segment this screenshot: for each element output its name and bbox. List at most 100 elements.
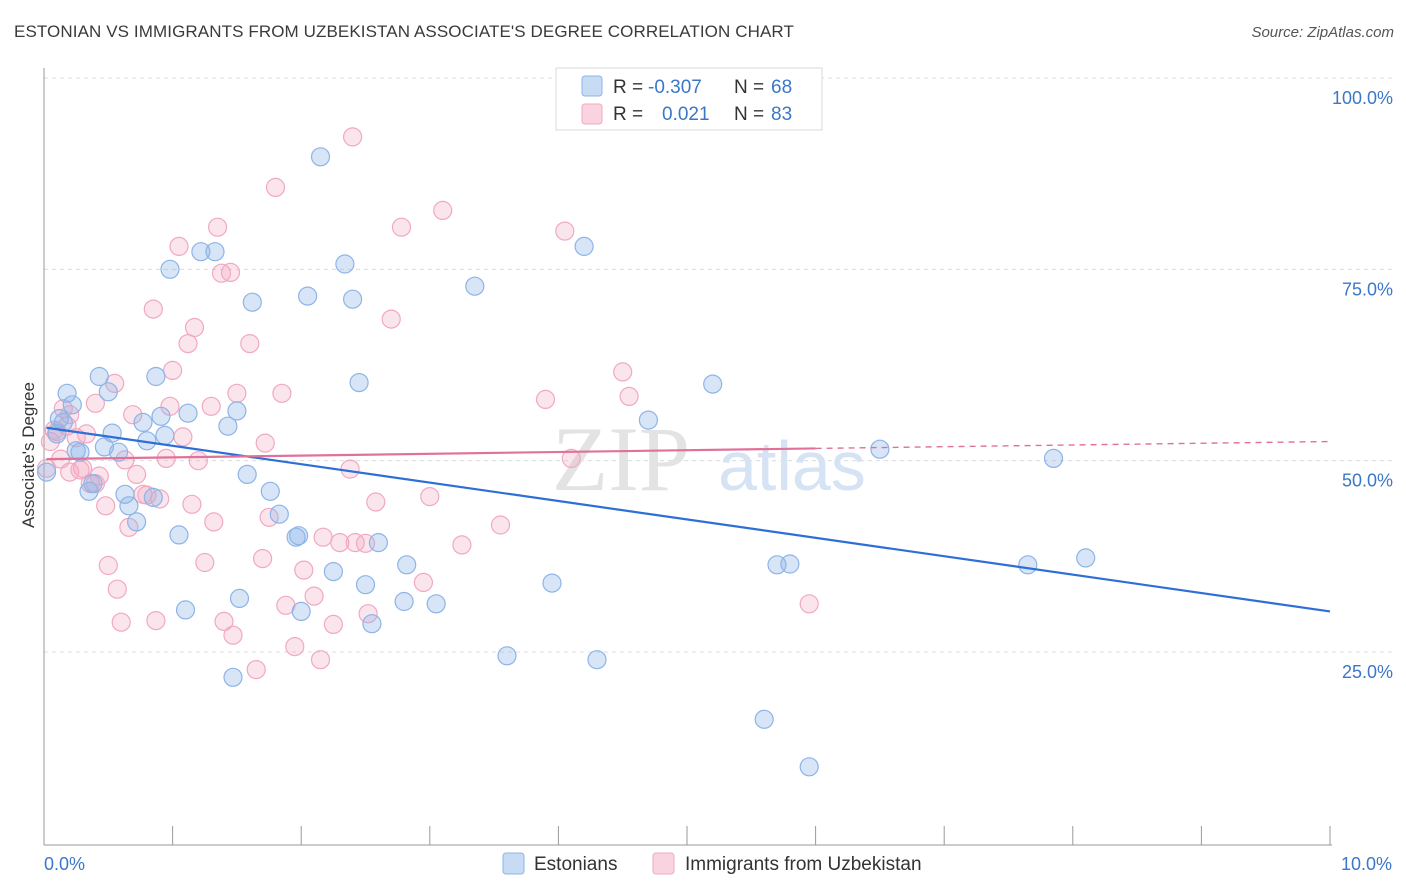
trend-lines — [46, 426, 1331, 613]
y-tick-label: 25.0% — [1342, 662, 1393, 682]
y-tick-label: 75.0% — [1342, 279, 1393, 299]
point-uzbekistan — [227, 383, 247, 403]
point-estonians — [269, 504, 289, 524]
point-uzbekistan — [330, 532, 350, 553]
legend-swatch-estonians — [581, 75, 603, 97]
point-estonians — [397, 555, 417, 575]
point-estonians — [70, 442, 90, 462]
legend-n-label-2: N = — [734, 104, 764, 125]
trend-line-uzbekistan — [46, 447, 816, 461]
point-estonians — [57, 383, 77, 403]
point-uzbekistan — [452, 535, 472, 555]
point-estonians — [119, 496, 139, 516]
point-uzbekistan — [253, 548, 273, 569]
point-estonians — [98, 382, 118, 402]
point-estonians — [542, 573, 562, 593]
point-estonians — [349, 373, 369, 393]
point-uzbekistan — [413, 572, 433, 593]
legend-r-value-2: 0.021 — [662, 104, 710, 125]
point-estonians — [343, 289, 363, 309]
point-uzbekistan — [184, 317, 205, 338]
point-uzbekistan — [272, 383, 292, 403]
point-uzbekistan — [40, 431, 61, 452]
point-uzbekistan — [173, 427, 193, 447]
point-uzbekistan — [201, 396, 221, 416]
point-estonians — [1018, 555, 1038, 575]
y-tick-labels: 25.0% 50.0% 75.0% 100.0% — [1332, 88, 1393, 682]
point-uzbekistan — [143, 299, 163, 319]
point-uzbekistan — [111, 612, 131, 632]
point-uzbekistan — [123, 405, 143, 425]
point-estonians — [289, 526, 309, 546]
point-estonians — [133, 412, 153, 432]
point-uzbekistan — [178, 334, 198, 354]
point-estonians — [394, 591, 414, 612]
point-estonians — [115, 484, 135, 504]
point-estonians — [36, 462, 57, 482]
point-estonians — [1043, 448, 1064, 468]
point-uzbekistan — [294, 560, 314, 580]
point-estonians — [298, 286, 318, 306]
point-estonians — [362, 614, 382, 634]
point-uzbekistan — [366, 492, 386, 512]
point-estonians — [89, 366, 109, 387]
point-estonians — [323, 561, 343, 582]
bottom-legend-estonians: Estonians — [534, 854, 617, 875]
point-estonians — [83, 474, 103, 494]
point-estonians — [53, 412, 73, 432]
point-uzbekistan — [619, 386, 639, 406]
point-uzbekistan — [214, 611, 234, 632]
watermark-zip: ZIP — [552, 408, 690, 510]
point-estonians — [108, 442, 129, 462]
point-estonians — [310, 147, 331, 167]
point-uzbekistan — [381, 309, 401, 329]
point-estonians — [638, 410, 659, 430]
point-estonians — [178, 403, 198, 423]
point-uzbekistan — [490, 515, 511, 535]
point-uzbekistan — [146, 610, 166, 631]
correlation-legend: R = -0.307 N = 68 R = 0.021 N = 83 — [555, 67, 823, 131]
point-uzbekistan — [246, 659, 266, 680]
point-uzbekistan — [195, 552, 215, 573]
point-estonians — [160, 259, 180, 279]
legend-n-label-1: N = — [734, 77, 764, 98]
point-uzbekistan — [265, 177, 286, 197]
series-immigrants-from-uzbekistan — [36, 127, 819, 680]
point-uzbekistan — [285, 636, 305, 657]
point-estonians — [426, 594, 446, 614]
legend-r-label-2: R = — [613, 104, 643, 125]
point-uzbekistan — [115, 450, 135, 470]
point-uzbekistan — [561, 448, 581, 468]
point-uzbekistan — [343, 127, 363, 147]
point-estonians — [780, 554, 800, 574]
point-estonians — [497, 646, 517, 666]
point-estonians — [335, 254, 355, 274]
point-estonians — [237, 464, 257, 484]
point-uzbekistan — [85, 393, 106, 413]
point-uzbekistan — [340, 459, 360, 479]
x-axis-ticks — [43, 826, 1331, 845]
point-uzbekistan — [220, 262, 241, 282]
point-estonians — [175, 600, 196, 620]
point-uzbekistan — [96, 496, 116, 516]
source-label: Source: ZipAtlas.com — [1251, 24, 1394, 41]
point-estonians — [102, 423, 122, 443]
point-estonians — [260, 481, 280, 501]
point-uzbekistan — [107, 579, 127, 599]
point-estonians — [218, 416, 238, 436]
grid-lines — [44, 77, 1394, 653]
y-axis-title: Associate's Degree — [19, 382, 38, 528]
point-uzbekistan — [150, 489, 170, 509]
point-uzbekistan — [420, 487, 440, 507]
point-uzbekistan — [433, 200, 453, 220]
legend-r-label-1: R = — [613, 77, 643, 98]
point-estonians — [155, 425, 175, 445]
point-estonians — [191, 242, 211, 262]
point-uzbekistan — [127, 464, 147, 484]
point-estonians — [205, 242, 225, 262]
y-tick-label: 50.0% — [1342, 471, 1393, 491]
point-estonians — [1076, 548, 1096, 568]
point-estonians — [127, 512, 147, 532]
point-estonians — [754, 709, 774, 729]
point-estonians — [146, 366, 166, 387]
